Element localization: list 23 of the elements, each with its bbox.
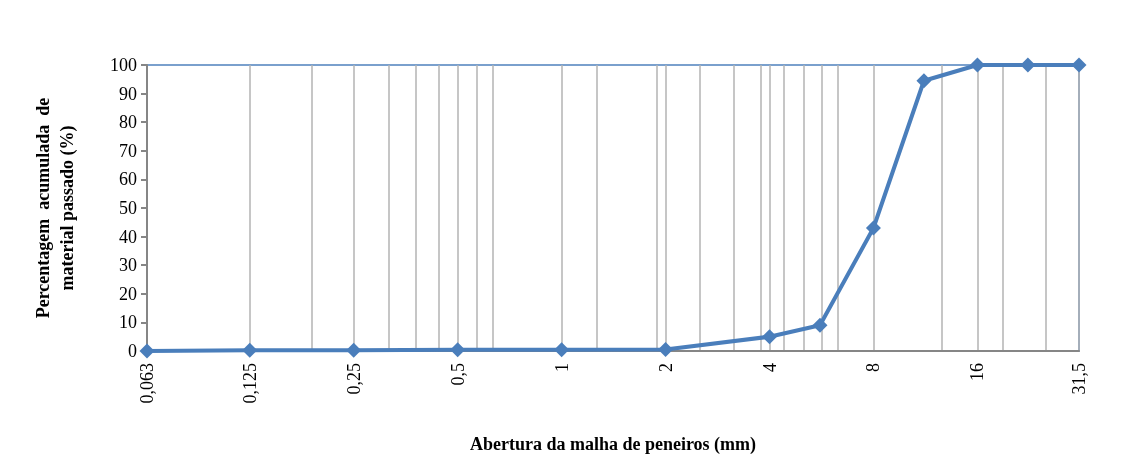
x-tick-label: 0,5 <box>447 363 468 386</box>
x-tick-label: 16 <box>967 363 988 381</box>
x-tick-label: 0,125 <box>239 363 260 404</box>
x-tick-label: 4 <box>759 363 780 372</box>
y-tick-label: 80 <box>119 112 137 133</box>
x-tick-label: 31,5 <box>1069 363 1089 395</box>
x-tick-label: 2 <box>655 363 676 372</box>
x-tick-label: 8 <box>863 363 884 372</box>
y-tick-label: 20 <box>119 283 137 304</box>
x-axis-title: Abertura da malha de peneiros (mm) <box>469 434 757 455</box>
y-tick-label: 60 <box>119 169 137 190</box>
y-tick-label: 100 <box>110 55 137 75</box>
y-axis-title: Percentagem acumulada de material passado (%) <box>33 97 78 319</box>
y-tick-label: 40 <box>119 226 137 247</box>
y-tick-label: 70 <box>119 140 137 161</box>
y-tick-label: 90 <box>119 83 137 104</box>
y-tick-label: 30 <box>119 255 137 276</box>
x-tick-label: 0,25 <box>343 363 364 395</box>
y-tick-label: 0 <box>128 341 137 361</box>
y-tick-label: 10 <box>119 312 137 333</box>
y-tick-label: 50 <box>119 198 137 218</box>
x-tick-label: 1 <box>551 363 572 372</box>
x-tick-label: 0,063 <box>137 363 157 404</box>
